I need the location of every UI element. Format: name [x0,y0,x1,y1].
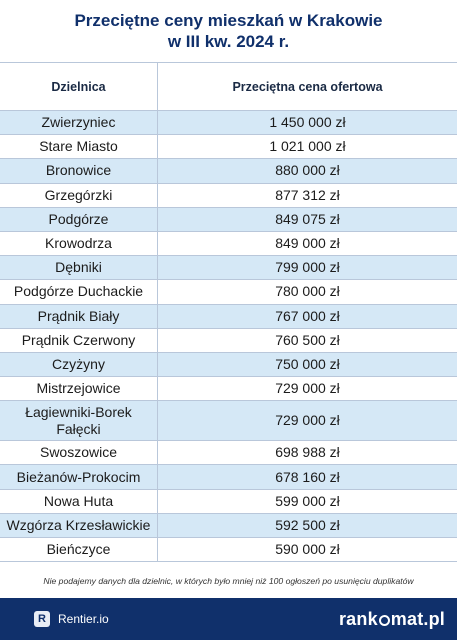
district-cell: Prądnik Biały [0,304,158,328]
district-cell: Swoszowice [0,441,158,465]
price-cell: 760 500 zł [275,331,340,348]
price-cell: 780 000 zł [275,283,340,300]
district-cell: Podgórze Duchackie [0,280,158,304]
rankomat-logo[interactable]: rank mat.pl [339,609,445,630]
price-cell: 599 000 zł [275,492,340,509]
district-cell: Stare Miasto [0,135,158,159]
table-row: Mistrzejowice 729 000 zł [0,377,457,402]
table-row: Krowodrza 849 000 zł [0,231,457,257]
rankomat-part-2: mat.pl [390,608,445,629]
table-row: Czyżyny 750 000 zł [0,352,457,378]
rentier-label: Rentier.io [58,612,109,626]
district-cell: Mistrzejowice [0,377,158,401]
district-cell: Czyżyny [0,352,158,377]
price-cell: 1 450 000 zł [269,114,346,131]
table-row: Bieżanów-Prokocim 678 160 zł [0,465,457,490]
price-cell: 880 000 zł [275,162,340,179]
district-cell: Zwierzyniec [0,111,158,135]
table-row: Bronowice 880 000 zł [0,159,457,184]
table-row: Swoszowice 698 988 zł [0,441,457,466]
table-row: Stare Miasto 1 021 000 zł [0,135,457,160]
footnote: Nie podajemy danych dla dzielnic, w któr… [43,576,414,586]
table-row: Bieńczyce 590 000 zł [0,538,457,563]
district-cell: Nowa Huta [0,489,158,513]
page-title: Przeciętne ceny mieszkań w Krakowie w II… [0,10,457,52]
table-row: Prądnik Biały 767 000 zł [0,304,457,329]
table-row: Zwierzyniec 1 450 000 zł [0,111,457,136]
district-cell: Łagiewniki-Borek Fałęcki [0,401,158,441]
table-row: Nowa Huta 599 000 zł [0,489,457,514]
table-row: Prądnik Czerwony 760 500 zł [0,328,457,353]
rentier-logo-icon: R [34,611,50,627]
district-cell: Prądnik Czerwony [0,328,158,352]
price-cell: 592 500 zł [275,516,340,533]
table-row: Grzegórzki 877 312 zł [0,183,457,208]
district-cell: Dębniki [0,256,158,280]
price-cell: 698 988 zł [275,444,340,461]
price-cell: 849 000 zł [275,235,340,252]
price-cell: 799 000 zł [275,259,340,276]
district-cell: Wzgórza Krzesławickie [0,513,158,537]
footer-bar: R Rentier.io rank mat.pl [0,598,457,640]
price-cell: 849 075 zł [275,210,340,227]
price-cell: 750 000 zł [275,355,340,372]
table-row: Wzgórza Krzesławickie 592 500 zł [0,513,457,538]
table-header: Dzielnica Przeciętna cena ofertowa [0,63,457,111]
price-cell: 1 021 000 zł [269,138,346,155]
price-cell: 877 312 zł [275,186,340,203]
rankomat-part-1: rank [338,608,378,629]
price-cell: 678 160 zł [275,468,340,485]
rentier-brand[interactable]: R Rentier.io [34,611,109,627]
header-price: Przeciętna cena ofertowa [232,79,383,94]
price-cell: 729 000 zł [275,380,340,397]
district-cell: Podgórze [0,207,158,231]
rankomat-ring-icon [378,614,390,626]
district-cell: Krowodrza [0,231,158,256]
district-cell: Bieżanów-Prokocim [0,465,158,489]
price-cell: 729 000 zł [275,412,340,429]
title-line-1: Przeciętne ceny mieszkań w Krakowie [74,11,383,30]
table-row: Podgórze 849 075 zł [0,207,457,232]
title-line-2: w III kw. 2024 r. [167,32,290,51]
district-line-1: Łagiewniki-Borek [25,403,132,420]
header-district: Dzielnica [0,63,158,110]
table-row: Łagiewniki-Borek Fałęcki 729 000 zł [0,401,457,442]
district-cell: Bieńczyce [0,538,158,562]
price-cell: 767 000 zł [275,307,340,324]
price-cell: 590 000 zł [275,541,340,558]
district-cell: Grzegórzki [0,183,158,207]
table-row: Podgórze Duchackie 780 000 zł [0,280,457,305]
price-table: Dzielnica Przeciętna cena ofertowa Zwier… [0,62,457,563]
table-row: Dębniki 799 000 zł [0,256,457,281]
district-line-2: Fałęcki [56,420,101,437]
district-cell: Bronowice [0,159,158,183]
